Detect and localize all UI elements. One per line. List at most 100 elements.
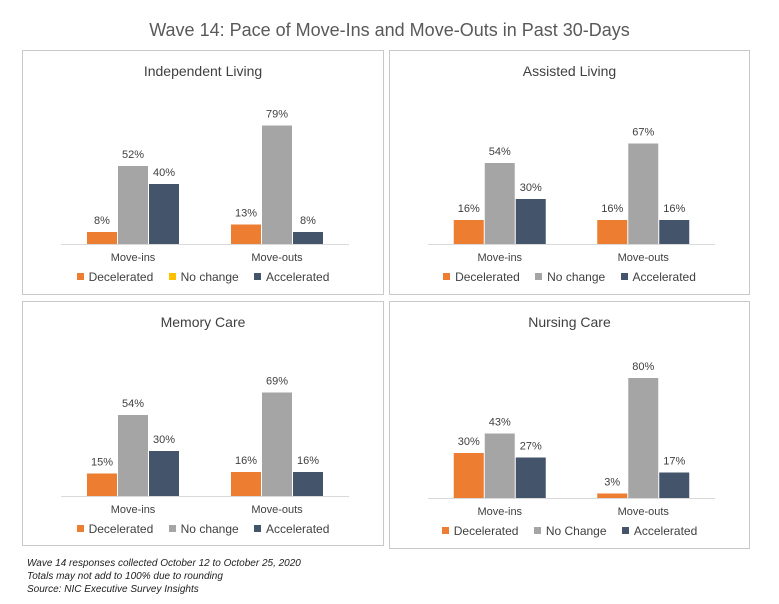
legend-label: Decelerated bbox=[455, 270, 520, 284]
data-label: 80% bbox=[632, 361, 654, 373]
legend: Decelerated No change Accelerated bbox=[23, 522, 383, 536]
legend-item-decelerated: Decelerated bbox=[76, 522, 154, 536]
bar-no-change-move-ins bbox=[118, 415, 148, 496]
legend-swatch bbox=[76, 273, 84, 281]
bar-no-change-move-ins bbox=[484, 163, 515, 244]
legend-swatch bbox=[443, 273, 451, 281]
bar-no-change-move-ins bbox=[118, 166, 148, 244]
footnotes: Wave 14 responses collected October 12 t… bbox=[27, 557, 301, 596]
legend-item-no-change: No change bbox=[168, 522, 239, 536]
legend-label: Accelerated bbox=[266, 522, 330, 536]
chart-panel-memory-care: Memory Care 15% 54% 30% Move-ins 16% 69% 16% Mo… bbox=[22, 301, 384, 546]
data-label: 8% bbox=[94, 215, 110, 227]
data-label: 43% bbox=[489, 417, 511, 429]
legend-item-no-change: No Change bbox=[533, 524, 607, 538]
footnote: Wave 14 responses collected October 12 t… bbox=[27, 558, 301, 569]
legend-label: No Change bbox=[545, 524, 607, 538]
bar-decelerated-move-outs bbox=[597, 493, 628, 498]
bar-decelerated-move-ins bbox=[453, 453, 484, 498]
legend-label: No change bbox=[180, 522, 239, 536]
data-label: 16% bbox=[663, 203, 685, 215]
data-label: 30% bbox=[458, 436, 480, 448]
category-label: Move-outs bbox=[618, 506, 670, 518]
legend: Decelerated No Change Accelerated bbox=[390, 524, 749, 538]
bar-chart: 8% 52% 40% Move-ins 13% 79% 8% Move-outs bbox=[61, 109, 349, 264]
footnote: Source: NIC Executive Survey Insights bbox=[27, 584, 199, 595]
data-label: 16% bbox=[458, 203, 480, 215]
legend-item-accelerated: Accelerated bbox=[621, 524, 698, 538]
data-label: 52% bbox=[122, 149, 144, 161]
legend-item-accelerated: Accelerated bbox=[620, 270, 696, 284]
legend-label: Decelerated bbox=[88, 522, 154, 536]
data-label: 27% bbox=[520, 441, 542, 453]
legend-swatch bbox=[168, 525, 176, 533]
bar-decelerated-move-ins bbox=[87, 473, 117, 496]
legend-label: No change bbox=[547, 270, 606, 284]
data-label: 8% bbox=[300, 215, 316, 227]
bar-accelerated-move-ins bbox=[149, 451, 179, 496]
bar-no-change-move-outs bbox=[262, 125, 292, 244]
data-label: 30% bbox=[520, 182, 542, 194]
legend-label: Accelerated bbox=[633, 524, 698, 538]
footnote: Totals may not add to 100% due to roundi… bbox=[27, 571, 223, 582]
legend-swatch bbox=[533, 527, 541, 535]
data-label: 15% bbox=[91, 457, 113, 469]
data-label: 40% bbox=[153, 167, 175, 179]
bar-decelerated-move-ins bbox=[87, 232, 117, 244]
legend-swatch bbox=[76, 525, 84, 533]
legend-label: Decelerated bbox=[88, 270, 154, 284]
chart-title: Nursing Care bbox=[528, 314, 611, 330]
data-label: 67% bbox=[632, 127, 654, 139]
bar-chart: 30% 43% 27% Move-ins 3% 80% 17% Move-outs bbox=[428, 361, 715, 518]
legend-item-accelerated: Accelerated bbox=[254, 270, 329, 284]
data-label: 54% bbox=[489, 146, 511, 158]
legend-item-no-change: No change bbox=[168, 270, 239, 284]
data-label: 69% bbox=[266, 376, 288, 388]
data-label: 54% bbox=[122, 398, 144, 410]
chart-panel-independent-living: Independent Living 8% 52% 40% Move-ins 13% 79… bbox=[22, 50, 384, 295]
bar-chart: 15% 54% 30% Move-ins 16% 69% 16% Move-outs bbox=[61, 376, 349, 516]
category-label: Move-ins bbox=[477, 252, 522, 264]
data-label: 13% bbox=[235, 208, 257, 220]
chart-title: Independent Living bbox=[143, 63, 263, 79]
data-label: 3% bbox=[604, 477, 620, 489]
legend-swatch bbox=[254, 525, 262, 533]
legend-label: No change bbox=[180, 270, 239, 284]
legend-item-decelerated: Decelerated bbox=[76, 270, 154, 284]
bar-chart: 16% 54% 30% Move-ins 16% 67% 16% Move-outs bbox=[428, 127, 715, 264]
legend-swatch bbox=[621, 527, 629, 535]
category-label: Move-ins bbox=[111, 252, 156, 264]
bar-decelerated-move-outs bbox=[231, 224, 261, 244]
category-label: Move-outs bbox=[251, 252, 303, 264]
legend-swatch bbox=[168, 273, 176, 281]
legend-item-decelerated: Decelerated bbox=[443, 270, 520, 284]
legend-item-decelerated: Decelerated bbox=[441, 524, 519, 538]
category-label: Move-ins bbox=[477, 506, 522, 518]
legend-item-no-change: No change bbox=[535, 270, 605, 284]
data-label: 79% bbox=[266, 109, 288, 121]
bar-accelerated-move-outs bbox=[293, 232, 323, 244]
category-label: Move-outs bbox=[251, 504, 303, 516]
bar-no-change-move-outs bbox=[628, 378, 659, 498]
legend-swatch bbox=[441, 527, 449, 535]
page-title: Wave 14: Pace of Move-Ins and Move-Outs … bbox=[149, 20, 630, 40]
category-label: Move-outs bbox=[618, 252, 670, 264]
bar-decelerated-move-outs bbox=[597, 220, 628, 244]
legend-swatch bbox=[254, 273, 262, 281]
bar-no-change-move-outs bbox=[262, 392, 292, 496]
bar-accelerated-move-ins bbox=[515, 457, 546, 498]
data-label: 30% bbox=[153, 434, 175, 446]
legend-label: Decelerated bbox=[453, 524, 519, 538]
data-label: 17% bbox=[663, 456, 685, 468]
data-label: 16% bbox=[297, 455, 319, 467]
legend-swatch bbox=[620, 273, 628, 281]
bar-accelerated-move-ins bbox=[149, 184, 179, 244]
chart-title: Assisted Living bbox=[522, 63, 617, 79]
legend: Decelerated No change Accelerated bbox=[23, 270, 383, 284]
chart-panel-nursing-care: Nursing Care 30% 43% 27% Move-ins 3% 80% 17% Mo… bbox=[389, 301, 750, 549]
bar-no-change-move-ins bbox=[484, 433, 515, 498]
chart-title: Memory Care bbox=[160, 314, 246, 330]
category-label: Move-ins bbox=[111, 504, 156, 516]
legend: Decelerated No change Accelerated bbox=[390, 270, 749, 284]
bar-no-change-move-outs bbox=[628, 143, 659, 244]
